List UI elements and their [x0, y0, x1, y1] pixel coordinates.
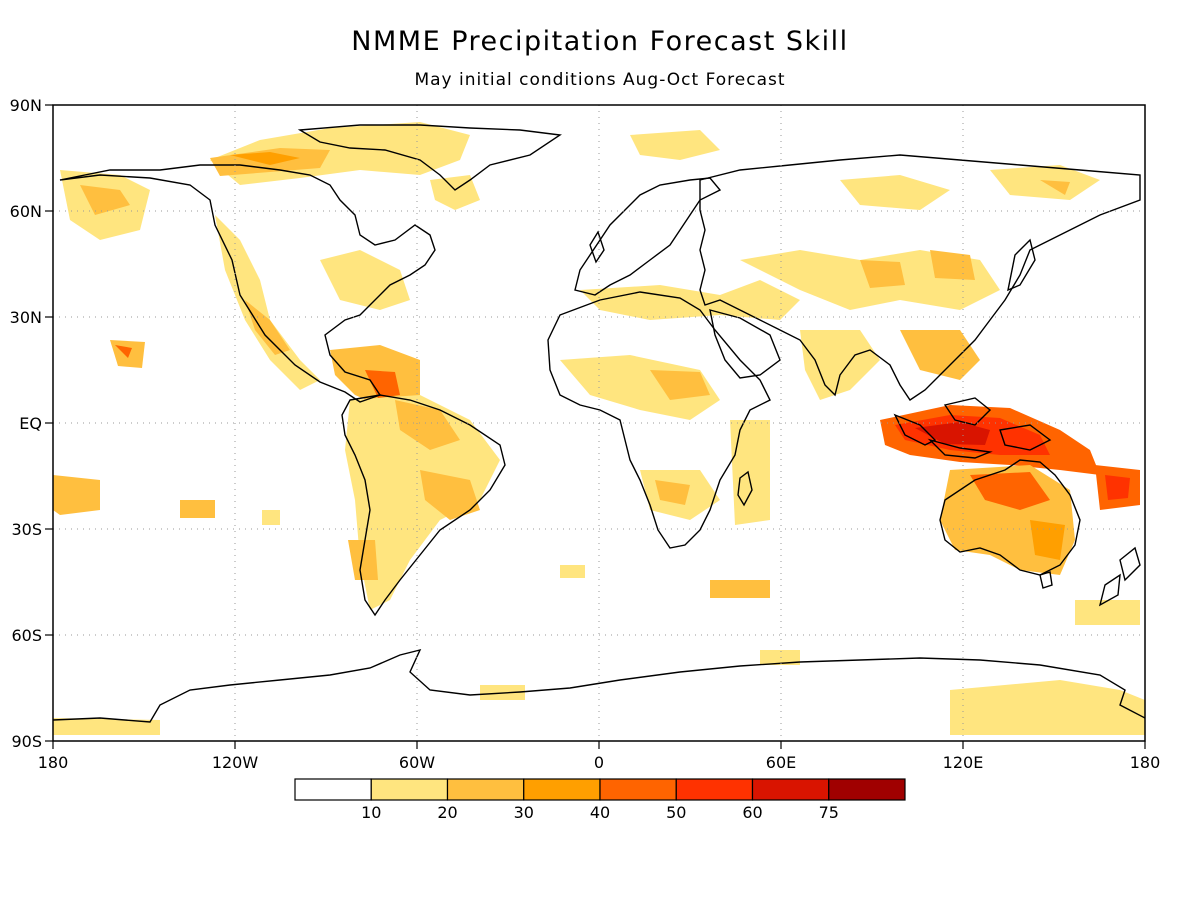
colorbar-label: 50	[666, 803, 686, 822]
lon-tick-label: 60W	[399, 753, 435, 772]
skill-shading	[53, 122, 1145, 735]
colorbar-label: 20	[437, 803, 457, 822]
lon-tick-label: 120E	[943, 753, 984, 772]
lat-tick-label: 30N	[10, 308, 42, 327]
colorbar-swatch	[370, 778, 449, 801]
tick-marks	[45, 104, 1146, 749]
lon-tick-label: 180	[1130, 753, 1161, 772]
colorbar-swatch	[446, 778, 525, 801]
gridlines	[53, 105, 1145, 741]
colorbar-label: 30	[514, 803, 534, 822]
lat-tick-label: 60S	[11, 626, 42, 645]
colorbar-label: 60	[742, 803, 762, 822]
coastlines	[53, 124, 1145, 723]
colorbar-label: 75	[819, 803, 839, 822]
colorbar-swatch	[828, 778, 906, 801]
lat-tick-label: EQ	[19, 414, 42, 433]
lon-tick-label: 180	[38, 753, 69, 772]
map-title: NMME Precipitation Forecast Skill	[351, 26, 849, 57]
colorbar-swatch	[294, 778, 372, 801]
colorbar-swatch	[599, 778, 677, 801]
colorbar-swatch	[751, 778, 830, 801]
colorbar-label: 40	[590, 803, 610, 822]
map-subtitle: May initial conditions Aug-Oct Forecast	[414, 70, 786, 90]
lat-tick-label: 90N	[10, 96, 42, 115]
colorbar-label: 10	[361, 803, 381, 822]
colorbar-swatch	[675, 778, 754, 801]
lon-tick-label: 0	[594, 753, 604, 772]
lat-tick-label: 30S	[11, 520, 42, 539]
lat-tick-label: 60N	[10, 202, 42, 221]
colorbar-swatch	[523, 778, 601, 801]
lat-tick-label: 90S	[11, 732, 42, 751]
colorbar: 10 20 30 40 50 60 75	[294, 778, 906, 822]
lon-tick-label: 60E	[766, 753, 796, 772]
lon-tick-label: 120W	[212, 753, 259, 772]
